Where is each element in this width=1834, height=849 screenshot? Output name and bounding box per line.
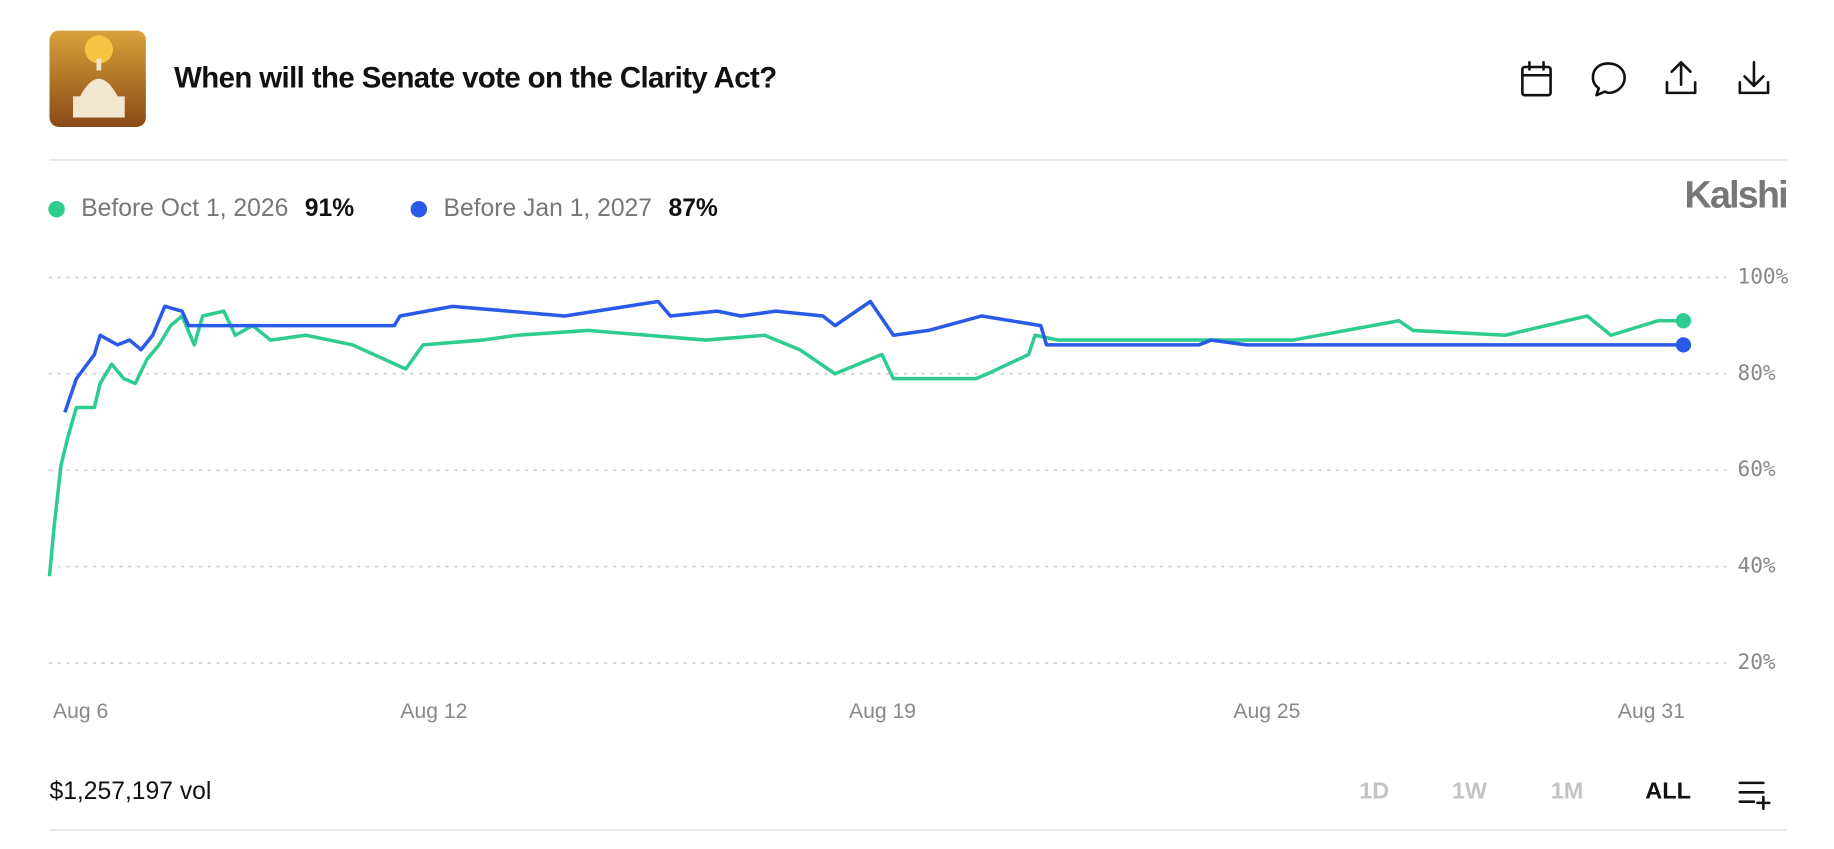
y-tick-label: 60% [1737, 456, 1775, 481]
x-tick-label: Aug 25 [1233, 700, 1300, 723]
thumbnail [49, 30, 146, 127]
range-button[interactable]: ALL [1645, 777, 1691, 803]
series-line [63, 299, 1684, 413]
legend: Before Oct 1, 2026 91% Before Jan 1, 2027 8… [48, 195, 718, 222]
brand-logo: Kalshi [1685, 173, 1787, 215]
legend-value: 87% [668, 195, 717, 222]
x-tick-label: Aug 19 [849, 700, 916, 723]
legend-name: Before Oct 1, 2026 [81, 195, 288, 222]
x-tick-label: Aug 6 [53, 700, 108, 723]
series-line [47, 309, 1684, 577]
range-button[interactable]: 1M [1551, 777, 1584, 803]
legend-dot [48, 201, 65, 218]
calendar-button[interactable] [1521, 61, 1552, 97]
volume: $1,257,197 vol [49, 778, 211, 805]
y-tick-label: 80% [1737, 360, 1775, 385]
share-button[interactable] [1665, 61, 1697, 95]
market-title: When will the Senate vote on the Clarity… [174, 62, 776, 95]
end-dot [1675, 337, 1692, 353]
legend-value: 91% [305, 195, 354, 222]
plot: 100% 80% 60% 40% 20% Aug 6 Aug 12 Aug 19 Aug 25 A… [47, 263, 1789, 723]
legend-dot [410, 201, 428, 218]
download-button[interactable] [1738, 61, 1770, 95]
x-tick-label: Aug 12 [400, 700, 467, 723]
x-tick-label: Aug 31 [1618, 700, 1685, 723]
comment-button[interactable] [1591, 62, 1626, 97]
y-tick-label: 100% [1737, 263, 1788, 288]
range-button[interactable]: 1D [1359, 777, 1389, 803]
range-selector: 1D 1W 1M ALL [1359, 777, 1691, 803]
settings-button[interactable] [1738, 781, 1771, 811]
legend-name: Before Jan 1, 2027 [444, 195, 653, 222]
y-tick-label: 20% [1737, 649, 1775, 674]
range-button[interactable]: 1W [1452, 777, 1488, 803]
y-tick-label: 40% [1737, 553, 1775, 578]
end-dot [1675, 313, 1692, 329]
